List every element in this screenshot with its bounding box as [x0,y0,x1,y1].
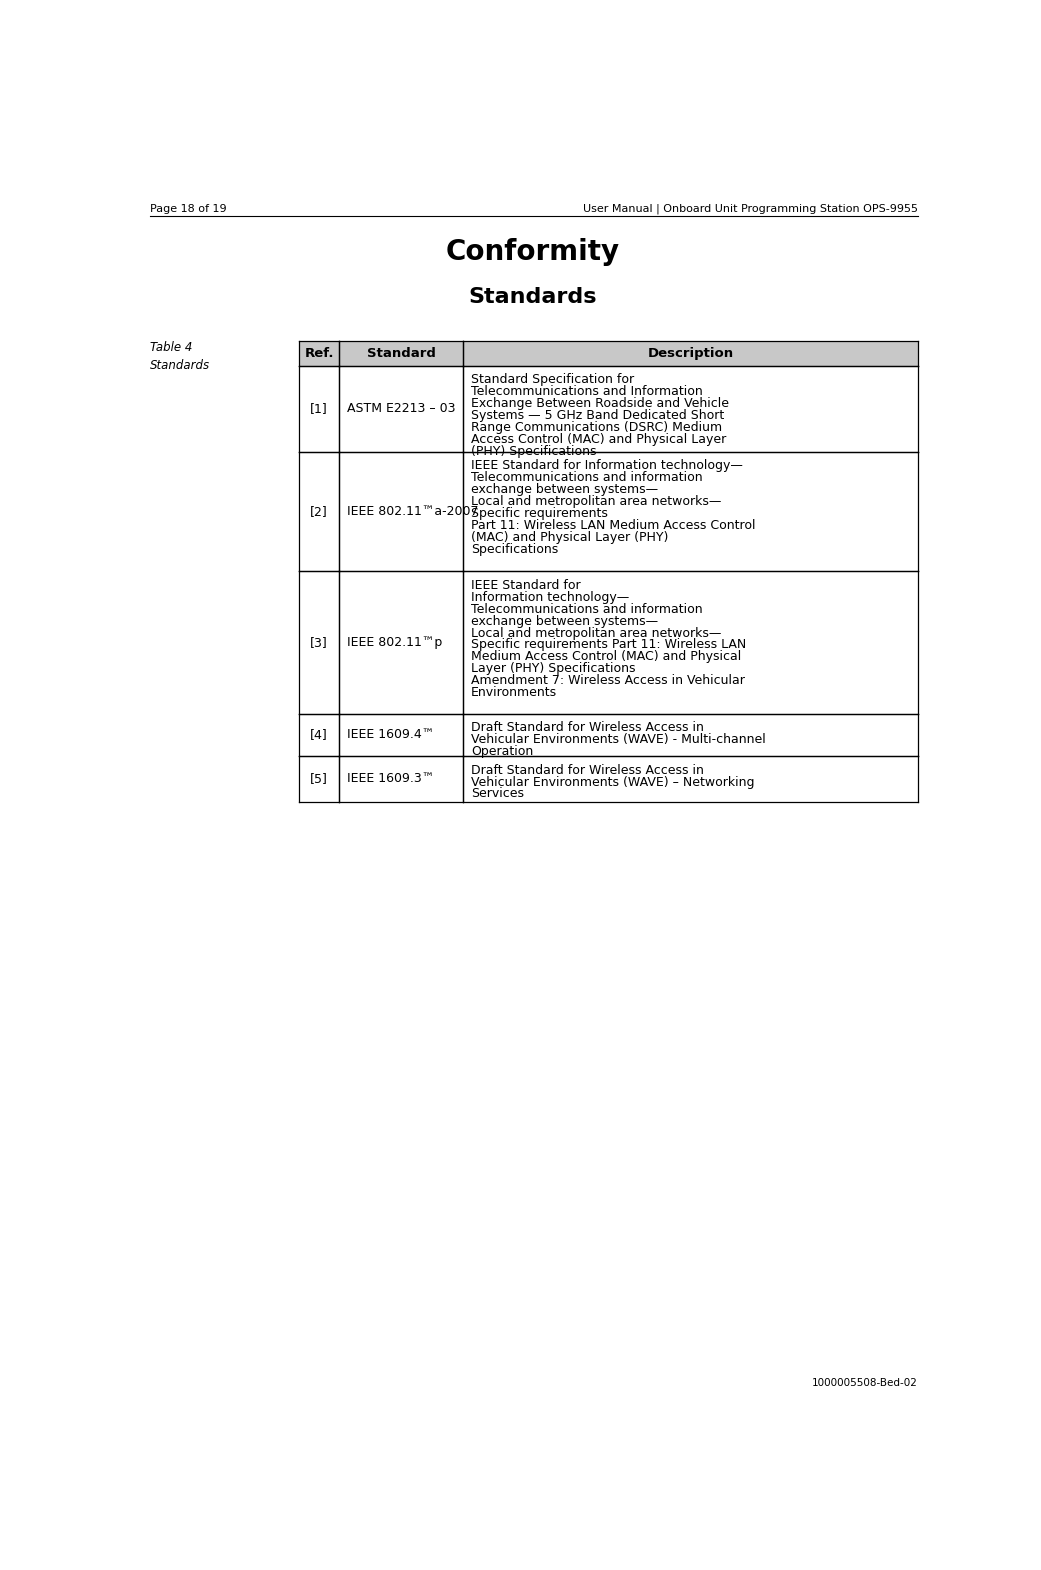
Text: Layer (PHY) Specifications: Layer (PHY) Specifications [472,663,636,675]
Text: Conformity: Conformity [446,239,620,267]
Text: [3]: [3] [310,636,328,648]
Bar [463,341,917,366]
Text: [1]: [1] [310,402,328,414]
Text: [4]: [4] [310,728,328,741]
Bar [339,341,463,366]
Text: IEEE Standard for Information technology—: IEEE Standard for Information technology… [472,460,743,473]
Text: Telecommunications and Information: Telecommunications and Information [472,385,703,399]
Text: Table 4: Table 4 [150,341,192,353]
Text: Local and metropolitan area networks—: Local and metropolitan area networks— [472,495,721,509]
Text: Specific requirements: Specific requirements [472,507,608,520]
Text: Exchange Between Roadside and Vehicle: Exchange Between Roadside and Vehicle [472,397,729,410]
Text: (MAC) and Physical Layer (PHY): (MAC) and Physical Layer (PHY) [472,531,668,545]
Text: Description: Description [648,347,734,360]
Text: Draft Standard for Wireless Access in: Draft Standard for Wireless Access in [472,763,704,777]
Text: Services: Services [472,788,524,801]
Text: Part 11: Wireless LAN Medium Access Control: Part 11: Wireless LAN Medium Access Cont… [472,520,756,532]
Text: IEEE 1609.3™: IEEE 1609.3™ [347,772,434,785]
Text: Environments: Environments [472,686,557,699]
Text: ASTM E2213 – 03: ASTM E2213 – 03 [347,402,456,414]
Text: exchange between systems—: exchange between systems— [472,614,658,628]
Text: Draft Standard for Wireless Access in: Draft Standard for Wireless Access in [472,721,704,735]
Text: [2]: [2] [310,506,328,518]
Text: Standard Specification for: Standard Specification for [472,374,634,386]
Text: Local and metropolitan area networks—: Local and metropolitan area networks— [472,626,721,639]
Text: Vehicular Environments (WAVE) – Networking: Vehicular Environments (WAVE) – Networki… [472,776,755,788]
Text: Page 18 of 19: Page 18 of 19 [150,204,226,214]
Text: Operation: Operation [472,746,533,758]
Text: [5]: [5] [310,772,328,785]
Text: Ref.: Ref. [304,347,334,360]
Text: Standards: Standards [468,287,598,308]
Text: Range Communications (DSRC) Medium: Range Communications (DSRC) Medium [472,421,722,433]
Text: Telecommunications and information: Telecommunications and information [472,471,703,485]
Text: IEEE 1609.4™: IEEE 1609.4™ [347,728,434,741]
Text: Vehicular Environments (WAVE) - Multi-channel: Vehicular Environments (WAVE) - Multi-ch… [472,733,766,746]
Text: Standard: Standard [366,347,436,360]
Text: User Manual | Onboard Unit Programming Station OPS-9955: User Manual | Onboard Unit Programming S… [583,204,917,214]
Bar [299,341,339,366]
Text: Telecommunications and information: Telecommunications and information [472,603,703,615]
Text: Access Control (MAC) and Physical Layer: Access Control (MAC) and Physical Layer [472,433,727,446]
Text: (PHY) Specifications: (PHY) Specifications [472,444,596,458]
Text: IEEE Standard for: IEEE Standard for [472,579,581,592]
Text: 1000005508-Bed-02: 1000005508-Bed-02 [812,1378,917,1388]
Text: Systems — 5 GHz Band Dedicated Short: Systems — 5 GHz Band Dedicated Short [472,410,725,422]
Text: Specifications: Specifications [472,543,558,556]
Text: exchange between systems—: exchange between systems— [472,484,658,496]
Text: Standards: Standards [150,360,209,372]
Text: Specific requirements Part 11: Wireless LAN: Specific requirements Part 11: Wireless … [472,639,746,652]
Text: IEEE 802.11™p: IEEE 802.11™p [347,636,442,648]
Text: Amendment 7: Wireless Access in Vehicular: Amendment 7: Wireless Access in Vehicula… [472,674,745,688]
Text: Medium Access Control (MAC) and Physical: Medium Access Control (MAC) and Physical [472,650,741,664]
Text: Information technology—: Information technology— [472,590,630,604]
Text: IEEE 802.11™a-2007: IEEE 802.11™a-2007 [347,506,479,518]
